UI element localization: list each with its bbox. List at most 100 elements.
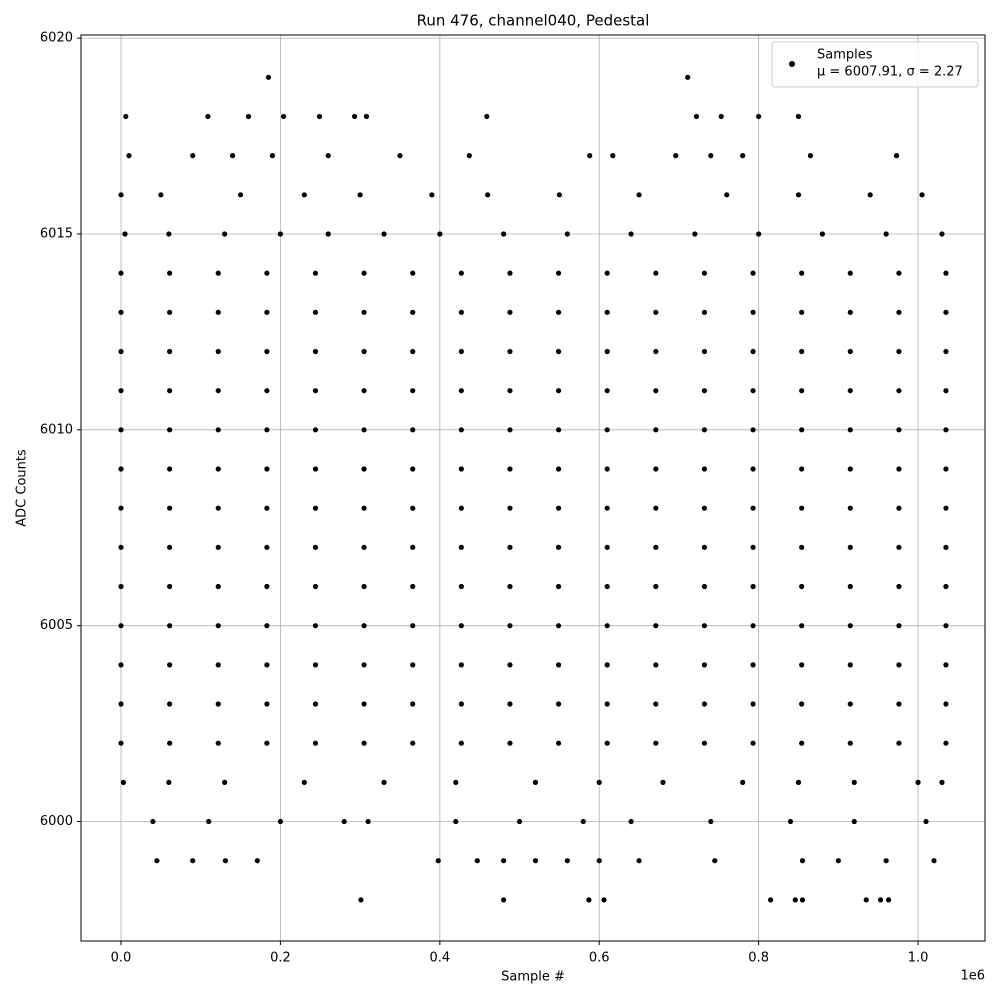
point <box>877 897 884 903</box>
point <box>701 427 708 433</box>
point <box>923 818 929 825</box>
point <box>237 192 244 198</box>
point <box>943 466 949 472</box>
point <box>341 818 347 825</box>
point <box>896 740 902 746</box>
point <box>756 231 762 237</box>
point <box>507 583 513 590</box>
point <box>795 779 802 785</box>
point <box>604 701 610 707</box>
point <box>653 544 659 550</box>
point <box>799 388 805 394</box>
points-layer <box>118 74 949 903</box>
point <box>507 427 513 433</box>
point <box>555 466 562 472</box>
point <box>653 270 659 276</box>
point <box>701 466 708 472</box>
point <box>819 231 826 237</box>
point <box>215 701 221 707</box>
point <box>222 858 229 864</box>
point <box>701 388 708 394</box>
point <box>500 858 507 864</box>
point <box>896 348 902 355</box>
point <box>847 270 853 276</box>
point <box>507 505 513 511</box>
point <box>126 153 132 159</box>
point <box>701 270 708 276</box>
point <box>750 388 756 394</box>
point <box>312 427 319 433</box>
plot-frame <box>80 34 986 942</box>
point <box>312 701 319 707</box>
point <box>325 153 331 159</box>
point <box>264 740 270 746</box>
point <box>555 740 562 746</box>
point <box>316 113 323 120</box>
point <box>215 348 221 355</box>
point <box>361 427 367 433</box>
point <box>507 623 513 629</box>
point <box>245 113 252 120</box>
point <box>893 153 900 159</box>
point <box>799 270 805 276</box>
point <box>429 192 435 198</box>
point <box>361 505 367 511</box>
point <box>847 466 853 472</box>
point <box>458 623 464 629</box>
point <box>750 544 756 550</box>
point <box>799 701 805 707</box>
point <box>555 544 562 550</box>
point <box>701 701 708 707</box>
point <box>397 153 403 159</box>
point <box>167 466 173 472</box>
point <box>507 740 513 746</box>
point <box>740 779 746 785</box>
point <box>750 662 756 668</box>
point <box>604 427 610 433</box>
point <box>118 309 124 315</box>
point <box>636 858 642 864</box>
point <box>847 427 853 433</box>
point <box>943 623 949 629</box>
point <box>708 818 714 825</box>
point <box>312 348 319 355</box>
point <box>458 583 464 590</box>
point <box>596 779 602 785</box>
point <box>361 662 367 668</box>
point <box>312 623 319 629</box>
x-tick-label: 0.0 <box>111 951 132 966</box>
y-tick-label: 6000 <box>40 814 73 829</box>
point <box>410 740 416 746</box>
point <box>653 348 659 355</box>
point <box>150 818 156 825</box>
point <box>604 740 610 746</box>
point <box>701 662 708 668</box>
point <box>604 348 610 355</box>
point <box>281 113 287 120</box>
point <box>712 858 718 864</box>
point <box>604 544 610 550</box>
x-tick-label: 0.6 <box>589 951 610 966</box>
point <box>685 74 691 80</box>
point <box>847 623 853 629</box>
point <box>167 388 173 394</box>
point <box>799 897 806 903</box>
point <box>564 858 570 864</box>
grid-layer <box>81 35 985 941</box>
point <box>205 113 211 120</box>
point <box>410 388 416 394</box>
point <box>167 309 173 315</box>
point <box>118 388 124 394</box>
point <box>215 270 221 276</box>
point <box>410 701 416 707</box>
x-axis-label: Sample # <box>501 970 565 985</box>
point <box>851 818 857 825</box>
point <box>604 662 610 668</box>
point <box>458 662 464 668</box>
point <box>301 192 307 198</box>
point <box>708 153 714 159</box>
point <box>653 466 659 472</box>
point <box>437 231 443 237</box>
point <box>943 544 949 550</box>
